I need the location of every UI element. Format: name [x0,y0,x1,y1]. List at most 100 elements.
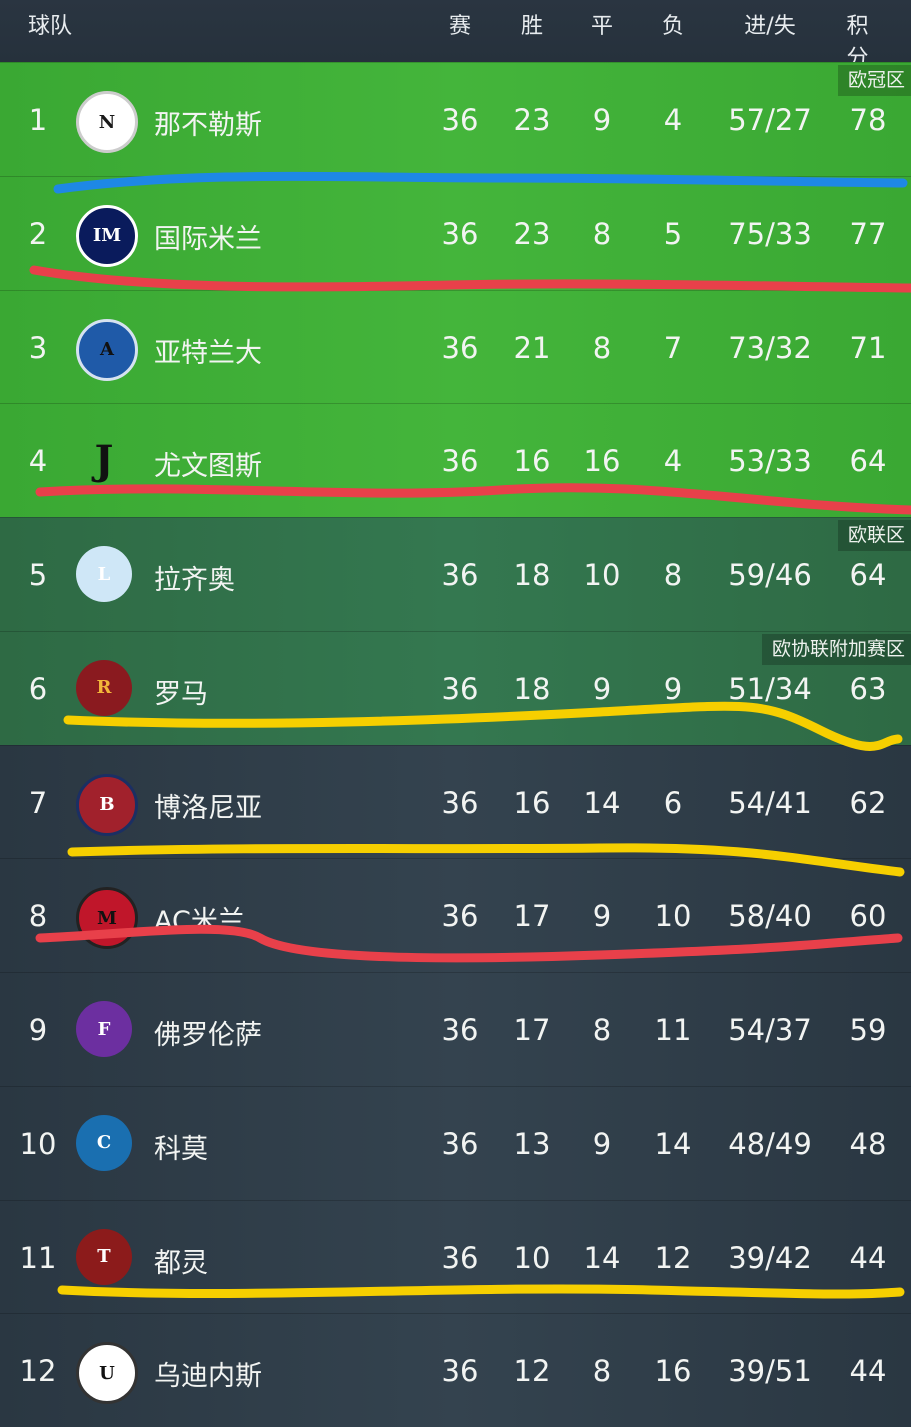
won: 10 [513,1240,551,1275]
rank: 6 [28,671,48,706]
goals: 58/40 [728,899,812,934]
lost: 10 [654,899,692,934]
points: 63 [849,671,887,706]
team-logo-icon: U [76,1342,138,1405]
team-logo-icon: M [76,887,138,950]
team-name[interactable]: 尤文图斯 [154,451,262,483]
header-won: 胜 [520,14,544,39]
header-goals: 进/失 [744,14,796,39]
goals: 75/33 [728,216,812,251]
table-row[interactable]: 12 U 乌迪内斯 36 12 8 16 39/51 44 [0,1313,911,1427]
lost: 9 [663,671,683,706]
table-row[interactable]: 欧冠区 1 N 那不勒斯 36 23 9 4 57/27 78 [0,62,911,176]
rank: 5 [28,558,48,592]
points: 64 [849,558,887,592]
team-logo-icon: T [76,1228,132,1285]
goals: 39/42 [728,1240,812,1275]
team-logo-icon: L [76,546,132,602]
table-row[interactable]: 4 J 尤文图斯 36 16 16 4 53/33 64 [0,403,911,518]
goals: 54/37 [728,1013,812,1047]
lost: 4 [663,103,683,137]
rank: 7 [28,785,48,820]
points: 59 [849,1013,887,1047]
team-name[interactable]: 那不勒斯 [154,110,262,141]
goals: 51/34 [728,671,812,706]
zone-label-uecl: 欧协联附加赛区 [761,633,911,665]
zone-label-ucl: 欧冠区 [837,65,911,96]
rank: 11 [19,1240,57,1275]
team-logo-icon: F [76,1001,132,1057]
played: 36 [441,330,479,365]
won: 17 [513,899,551,934]
table-row[interactable]: 2 IM 国际米兰 36 23 8 5 75/33 77 [0,175,911,290]
rank: 9 [28,1013,48,1047]
header-played: 赛 [448,14,472,39]
won: 16 [513,444,551,479]
team-name[interactable]: 博洛尼亚 [154,792,262,824]
points: 44 [849,1354,887,1389]
team-name[interactable]: 乌迪内斯 [154,1361,262,1393]
drawn: 14 [583,1240,621,1275]
table-row[interactable]: 9 F 佛罗伦萨 36 17 8 11 54/37 59 [0,972,911,1086]
points: 78 [849,103,887,137]
header-team: 球队 [27,14,73,39]
team-logo-icon: C [76,1114,132,1171]
won: 12 [513,1354,551,1389]
team-name[interactable]: 都灵 [154,1247,208,1279]
won: 23 [513,216,551,251]
zone-label-uel: 欧联区 [837,520,911,551]
won: 16 [513,785,551,820]
table-row[interactable]: 8 M AC米兰 36 17 9 10 58/40 60 [0,858,911,973]
team-name[interactable]: 拉齐奥 [154,565,235,596]
drawn: 8 [592,1013,612,1047]
table-row[interactable]: 欧联区 5 L 拉齐奥 36 18 10 8 59/46 64 [0,517,911,631]
goals: 73/32 [728,330,812,365]
team-logo-icon: A [76,318,138,381]
header-drawn: 平 [590,14,614,39]
drawn: 8 [592,330,612,365]
points: 71 [849,330,887,365]
points: 77 [849,216,887,251]
goals: 39/51 [728,1354,812,1389]
drawn: 9 [592,1126,612,1161]
played: 36 [441,1240,479,1275]
lost: 11 [654,1013,692,1047]
won: 18 [513,558,551,592]
team-name[interactable]: AC米兰 [154,906,245,938]
played: 36 [441,216,479,251]
drawn: 8 [592,1354,612,1389]
won: 18 [513,671,551,706]
played: 36 [441,558,479,592]
table-row[interactable]: 7 B 博洛尼亚 36 16 14 6 54/41 62 [0,744,911,859]
rank: 3 [28,330,48,365]
team-logo-icon: J [94,436,114,484]
drawn: 16 [583,444,621,479]
points: 62 [849,785,887,820]
won: 23 [513,103,551,137]
team-name[interactable]: 国际米兰 [154,223,262,255]
points: 60 [849,899,887,934]
played: 36 [441,671,479,706]
lost: 14 [654,1126,692,1161]
rank: 1 [28,103,48,137]
drawn: 9 [592,899,612,934]
won: 21 [513,330,551,365]
rank: 4 [28,444,48,479]
team-name[interactable]: 亚特兰大 [154,337,262,369]
table-row[interactable]: 欧协联附加赛区 6 R 罗马 36 18 9 9 51/34 63 [0,630,911,745]
team-name[interactable]: 科莫 [154,1133,208,1165]
played: 36 [441,899,479,934]
table-row[interactable]: 10 C 科莫 36 13 9 14 48/49 48 [0,1085,911,1200]
team-name[interactable]: 佛罗伦萨 [154,1020,262,1051]
rank: 8 [28,899,48,934]
table-row[interactable]: 11 T 都灵 36 10 14 12 39/42 44 [0,1199,911,1314]
points: 44 [849,1240,887,1275]
team-name[interactable]: 罗马 [154,678,208,710]
lost: 7 [663,330,683,365]
rank: 12 [19,1354,57,1389]
table-row[interactable]: 3 A 亚特兰大 36 21 8 7 73/32 71 [0,289,911,404]
drawn: 8 [592,216,612,251]
played: 36 [441,1126,479,1161]
goals: 57/27 [728,103,812,137]
won: 17 [513,1013,551,1047]
